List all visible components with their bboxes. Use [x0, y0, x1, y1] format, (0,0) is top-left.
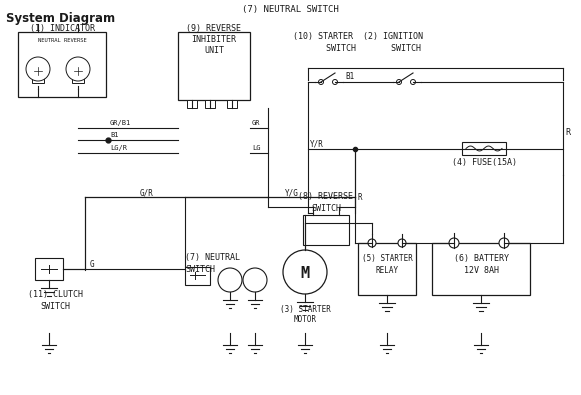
- Bar: [303, 215, 349, 245]
- Circle shape: [499, 238, 509, 248]
- Text: (8) REVERSE
SWITCH: (8) REVERSE SWITCH: [299, 192, 353, 213]
- Text: M: M: [300, 265, 310, 280]
- Text: GR/B1: GR/B1: [110, 120, 131, 126]
- Circle shape: [283, 250, 327, 294]
- Text: RELAY: RELAY: [375, 266, 399, 275]
- Circle shape: [398, 239, 406, 247]
- Bar: [432, 243, 530, 295]
- Circle shape: [26, 57, 50, 81]
- Circle shape: [243, 268, 267, 292]
- Text: G: G: [90, 260, 95, 269]
- Circle shape: [66, 57, 90, 81]
- Bar: [178, 32, 250, 100]
- Bar: [462, 142, 506, 155]
- Bar: [227, 100, 237, 108]
- Text: 12V 8AH: 12V 8AH: [464, 266, 498, 275]
- Text: B1: B1: [110, 132, 119, 138]
- Text: (11) CLUTCH
SWITCH: (11) CLUTCH SWITCH: [27, 290, 83, 311]
- Text: B1: B1: [345, 72, 354, 81]
- Circle shape: [411, 79, 415, 85]
- Bar: [185, 267, 210, 285]
- Text: LG/R: LG/R: [110, 145, 127, 151]
- Text: G/R: G/R: [140, 188, 154, 197]
- Text: R: R: [565, 128, 570, 137]
- Circle shape: [218, 268, 242, 292]
- Circle shape: [318, 79, 324, 85]
- Bar: [35, 258, 63, 280]
- Circle shape: [449, 238, 459, 248]
- Text: GR: GR: [252, 120, 260, 126]
- Text: (1) INDICATOR: (1) INDICATOR: [30, 24, 95, 33]
- Text: LG: LG: [252, 145, 260, 151]
- Text: (7) NEUTRAL SWITCH: (7) NEUTRAL SWITCH: [242, 5, 338, 14]
- Bar: [32, 77, 44, 83]
- Bar: [187, 100, 197, 108]
- Bar: [358, 243, 416, 295]
- Bar: [18, 32, 106, 97]
- Text: System Diagram: System Diagram: [6, 12, 115, 25]
- Text: (4) FUSE(15A): (4) FUSE(15A): [451, 158, 517, 167]
- Text: NEUTRAL REVERSE: NEUTRAL REVERSE: [38, 38, 87, 43]
- Text: Y/R: Y/R: [310, 139, 324, 149]
- Text: (6) BATTERY: (6) BATTERY: [454, 254, 508, 263]
- Text: R: R: [357, 193, 361, 202]
- Circle shape: [368, 239, 376, 247]
- Text: Y/G: Y/G: [285, 188, 299, 197]
- Text: (7) NEUTRAL
SWITCH: (7) NEUTRAL SWITCH: [185, 253, 240, 274]
- Text: MOTOR: MOTOR: [293, 315, 317, 324]
- Bar: [72, 77, 84, 83]
- Circle shape: [332, 79, 338, 85]
- Bar: [205, 100, 215, 108]
- Circle shape: [396, 79, 401, 85]
- Text: (10) STARTER  (2) IGNITION
      SWITCH       SWITCH: (10) STARTER (2) IGNITION SWITCH SWITCH: [293, 32, 423, 53]
- Text: (3) STARTER: (3) STARTER: [279, 305, 331, 314]
- Text: (5) STARTER: (5) STARTER: [361, 254, 413, 263]
- Text: (9) REVERSE
INHIBITER
UNIT: (9) REVERSE INHIBITER UNIT: [187, 24, 242, 55]
